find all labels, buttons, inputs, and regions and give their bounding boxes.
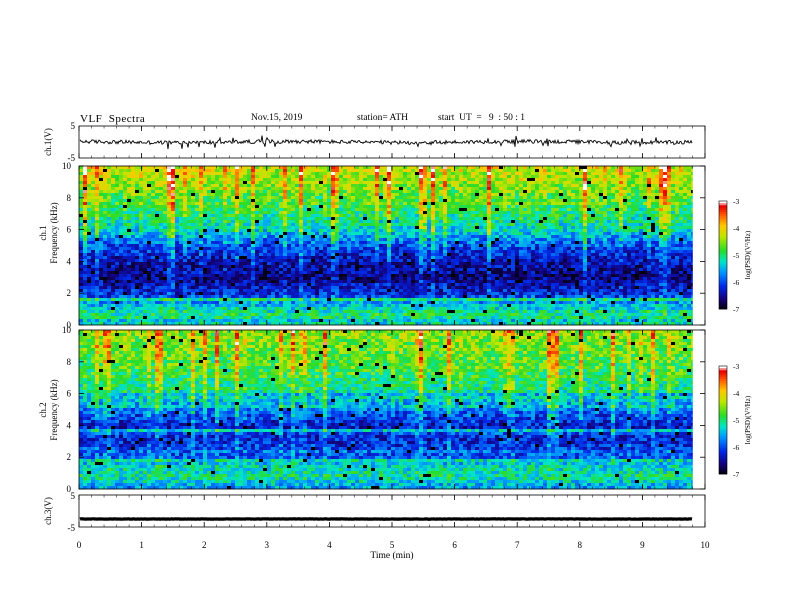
ytick-label-1-5: 10 (62, 161, 72, 171)
ytick-label-1-0: 0 (67, 320, 72, 330)
ch3-ytick-bottom: -5 (68, 523, 76, 533)
xtick-label-10: 10 (701, 540, 711, 550)
ch1-spectrogram-image (79, 166, 693, 326)
colorbar-tick-2-3: -6 (733, 443, 739, 452)
time-axis-label: Time (min) (370, 550, 413, 561)
ch2-colorbar: -3 -4 -5 -6 -7 log(PSD)(V²/Hz) (718, 362, 752, 479)
ytick-label-2-0: 0 (67, 484, 72, 494)
ch2-spectrogram-panel: 0 2 4 6 8 10 ch.2 Frequency (kHz) -3 -4 -5 -6 -7 l… (38, 325, 752, 494)
colorbar-tick-1-0: -3 (733, 197, 739, 206)
colorbar-tick-2-1: -4 (733, 389, 739, 398)
colorbar-tick-2-2: -5 (733, 416, 739, 425)
figure-title: VLF Spectra (80, 113, 146, 125)
ch1-ytick-bottom: -5 (68, 153, 76, 163)
colorbar-tick-2-4: -7 (733, 470, 739, 479)
colorbar-label-2: log(PSD)(V²/Hz) (744, 395, 752, 444)
ch1-ytick-top: 5 (71, 121, 76, 131)
observation-date: Nov.15, 2019 (251, 113, 303, 123)
ytick-label-2-2: 4 (67, 420, 72, 430)
ch1-yticks: 0 2 4 6 8 10 (62, 161, 705, 330)
colorbar-tick-1-3: -6 (733, 278, 739, 287)
station-label: station= ATH (357, 113, 409, 123)
ch3-waveform-panel: 5 -5 ch.3(V) (43, 491, 706, 533)
ytick-label-2-4: 8 (67, 357, 72, 367)
ytick-label-2-3: 6 (67, 389, 72, 399)
colorbar-tick-1-2: -5 (733, 251, 739, 260)
start-time-label: start UT = 9 : 50 : 1 (438, 113, 525, 123)
ch2-channel-label: ch.2 (38, 402, 48, 417)
xtick-label-7: 7 (515, 540, 520, 550)
ch1-channel-label: ch.1 (38, 225, 48, 240)
xtick-label-4: 4 (327, 540, 332, 550)
ytick-label-2-5: 10 (62, 325, 72, 335)
colorbar-label-1: log(PSD)(V²/Hz) (744, 230, 752, 279)
ch1-ylabel: ch.1(V) (43, 128, 53, 156)
xtick-label-0: 0 (77, 540, 82, 550)
ch2-spectrogram-image (79, 330, 693, 490)
ch1-colorbar: -3 -4 -5 -6 -7 log(PSD)(V²/Hz) (718, 197, 752, 314)
ytick-label-2-1: 2 (67, 452, 72, 462)
ch2-frequency-label: Frequency (kHz) (49, 379, 59, 440)
ch1-waveform-panel: 5 -5 ch.1(V) (43, 121, 706, 163)
ch1-waveform-line (79, 135, 693, 150)
xtick-label-6: 6 (452, 540, 457, 550)
ytick-label-1-1: 2 (67, 288, 72, 298)
xtick-label-9: 9 (640, 540, 645, 550)
ch1-spectrogram-panel: 0 2 4 6 8 10 ch.1 Frequency (kHz) -3 -4 -5 -6 -7 l… (38, 161, 752, 330)
xtick-label-2: 2 (202, 540, 207, 550)
colorbar-tick-1-1: -4 (733, 224, 739, 233)
ytick-label-1-2: 4 (67, 256, 72, 266)
ch1-frequency-label: Frequency (kHz) (49, 202, 59, 263)
colorbar-tick-1-4: -7 (733, 305, 739, 314)
xtick-label-5: 5 (390, 540, 395, 550)
time-axis: 0 1 2 3 4 5 6 7 8 9 10 (77, 126, 710, 550)
xtick-label-8: 8 (578, 540, 583, 550)
ytick-label-1-3: 6 (67, 225, 72, 235)
ch3-ytick-top: 5 (71, 491, 76, 501)
ch3-ylabel: ch.3(V) (43, 497, 53, 525)
colorbar-tick-2-0: -3 (733, 362, 739, 371)
ch2-yticks: 0 2 4 6 8 10 (62, 325, 705, 494)
ytick-label-1-4: 8 (67, 193, 72, 203)
xtick-label-1: 1 (139, 540, 144, 550)
xtick-label-3: 3 (265, 540, 270, 550)
